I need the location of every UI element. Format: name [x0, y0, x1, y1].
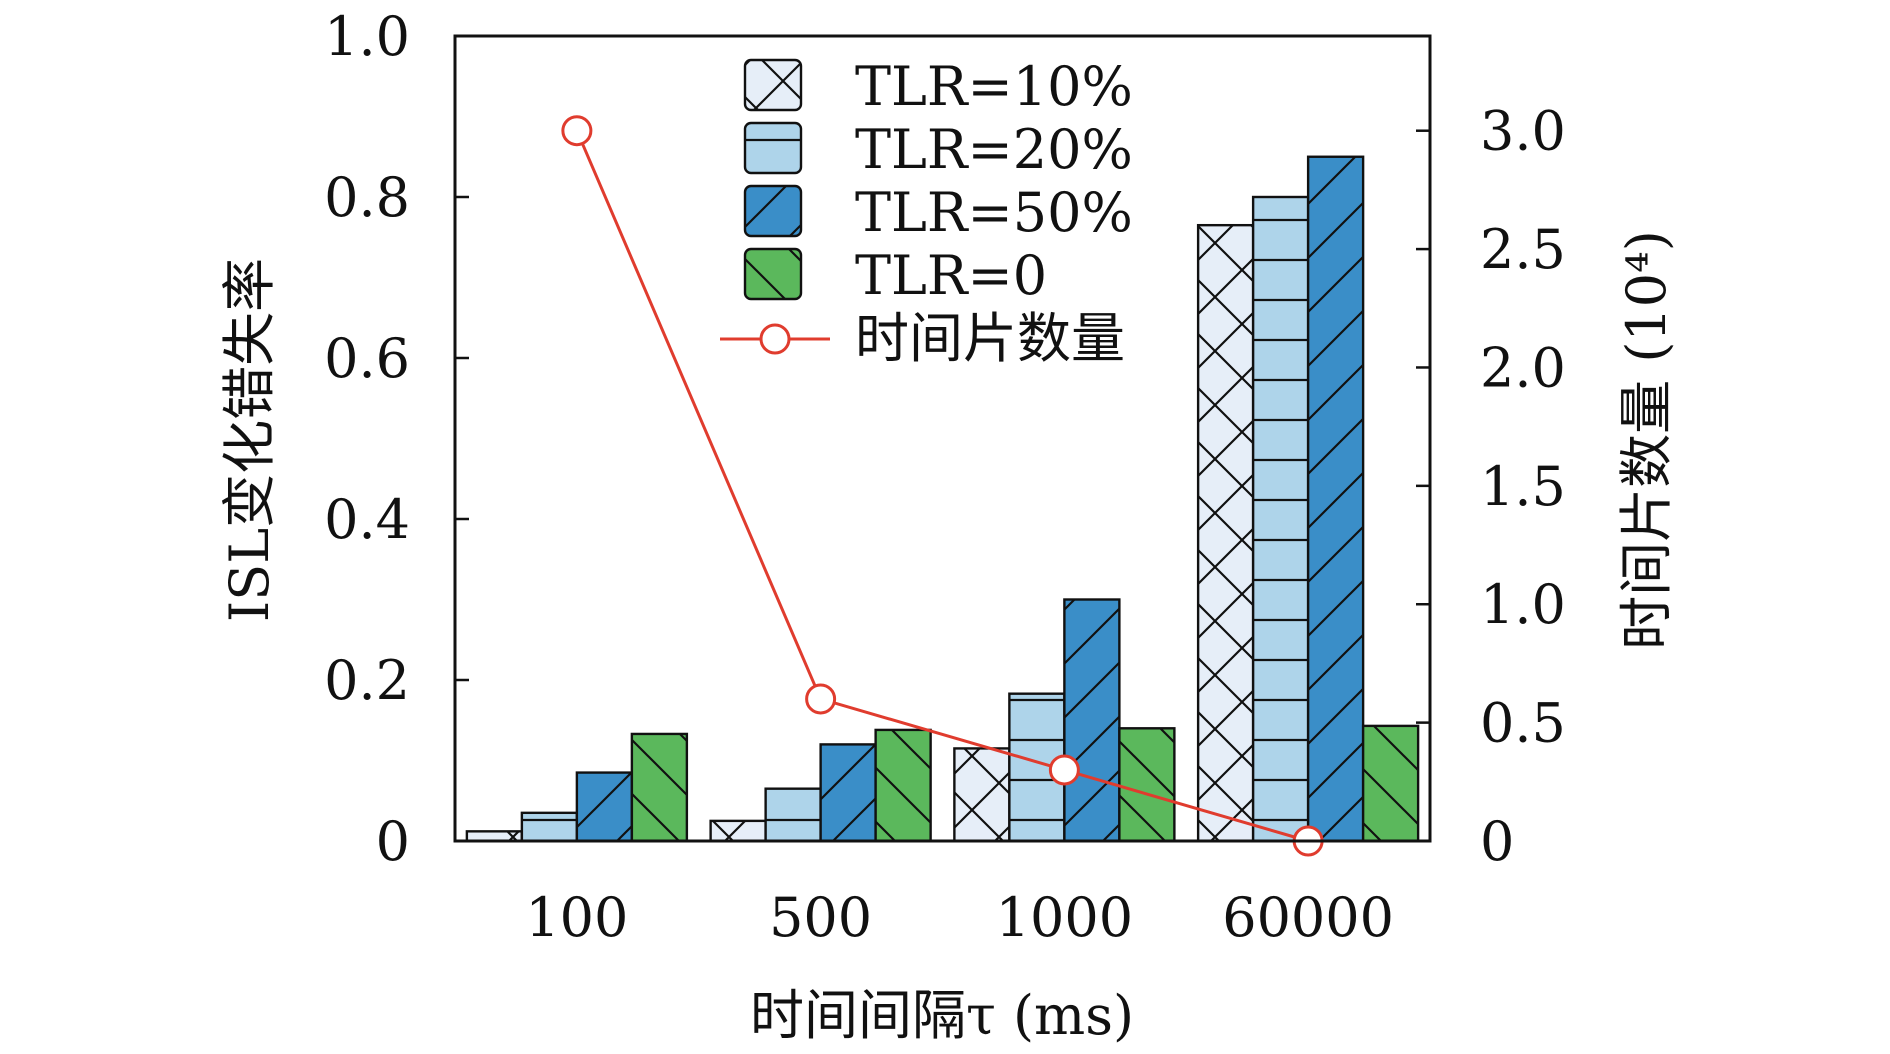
x-axis-ticks: 100 500 1000 60000 [525, 886, 1394, 949]
legend-label: TLR=0 [855, 244, 1047, 307]
y2-tick-label: 0 [1480, 810, 1514, 873]
bar-hatch [1361, 724, 1420, 843]
legend-line-marker [759, 323, 791, 355]
bar-TLR=50%-1000 [1063, 598, 1121, 843]
x-tick-label: 60000 [1222, 886, 1394, 949]
y2-tick-label: 1.0 [1480, 573, 1566, 636]
legend-label: TLR=10% [855, 55, 1133, 118]
legend-item-TLR=50%: TLR=50% [743, 181, 1133, 244]
x-tick-label: 100 [525, 886, 628, 949]
y2-tick-label: 1.5 [1480, 455, 1566, 518]
bar-TLR=50%-100 [575, 771, 634, 843]
legend-label: 时间片数量 [855, 307, 1125, 370]
legend-item-TLR=20%: TLR=20% [743, 118, 1133, 181]
legend-swatch [743, 247, 803, 301]
y2-axis-title: 时间片数量 (10⁴) [1615, 230, 1678, 650]
bar-TLR=50%-60000 [1306, 155, 1365, 843]
x-tick-label: 1000 [996, 886, 1133, 949]
bars-layer [465, 155, 1420, 843]
y2-tick-label: 3.0 [1480, 100, 1566, 163]
legend-label: TLR=20% [855, 118, 1133, 181]
bar-hatch [520, 811, 579, 843]
line-point-1000 [1048, 754, 1080, 786]
bar-TLR=20%-100 [520, 811, 579, 843]
y-axis-ticks: 0 0.2 0.4 0.6 0.8 1.0 [324, 5, 469, 873]
legend-item-TLR=0: TLR=0 [743, 244, 1047, 307]
legend-swatch [743, 58, 803, 112]
bar-hatch [1251, 195, 1310, 843]
bar-TLR=50%-500 [819, 743, 877, 843]
bar-TLR=0-1000 [1118, 727, 1176, 843]
y-tick-label: 0 [376, 810, 410, 873]
bar-TLR=20%-500 [764, 787, 822, 843]
y-tick-label: 0.2 [324, 649, 410, 712]
y-tick-label: 0.4 [324, 488, 410, 551]
x-axis-title: 时间间隔τ (ms) [750, 984, 1134, 1047]
bar-hatch [1008, 692, 1066, 843]
bar-TLR=10%-500 [709, 819, 767, 843]
bar-hatch [630, 732, 689, 843]
line-point-100 [561, 115, 593, 147]
bar-TLR=20%-1000 [1008, 692, 1066, 843]
bar-TLR=10%-60000 [1196, 223, 1255, 843]
line-slice-count [575, 130, 1309, 843]
legend-swatch [743, 121, 803, 175]
bar-hatch [953, 747, 1011, 843]
y2-tick-label: 2.5 [1480, 218, 1566, 281]
bar-TLR=0-100 [630, 732, 689, 843]
bar-TLR=10%-1000 [953, 747, 1011, 843]
bar-hatch [1118, 727, 1176, 843]
legend-item-TLR=10%: TLR=10% [743, 55, 1133, 118]
bar-hatch [1196, 223, 1255, 843]
bar-hatch [764, 787, 822, 843]
y2-tick-label: 0.5 [1480, 692, 1566, 755]
y2-tick-label: 2.0 [1480, 336, 1566, 399]
y-tick-label: 1.0 [324, 5, 410, 68]
bar-hatch [874, 728, 932, 843]
x-tick-label: 500 [769, 886, 872, 949]
y-tick-label: 0.6 [324, 327, 410, 390]
bar-hatch [1063, 598, 1121, 843]
y-tick-label: 0.8 [324, 166, 410, 229]
bar-TLR=0-60000 [1361, 724, 1420, 843]
y2-axis-ticks: 0 0.5 1.0 1.5 2.0 2.5 3.0 [1416, 100, 1566, 873]
bar-hatch [575, 771, 634, 843]
line-point-500 [805, 683, 837, 715]
legend-swatch [743, 184, 803, 238]
y-axis-title: ISL变化错失率 [218, 258, 281, 622]
bar-TLR=0-500 [874, 728, 932, 843]
bar-hatch [709, 819, 767, 843]
plot-frame [453, 34, 1432, 843]
legend-item-line: 时间片数量 [720, 307, 1125, 370]
bar-hatch [819, 743, 877, 843]
bar-TLR=20%-60000 [1251, 195, 1310, 843]
legend-label: TLR=50% [855, 181, 1133, 244]
bar-hatch [1306, 155, 1365, 843]
